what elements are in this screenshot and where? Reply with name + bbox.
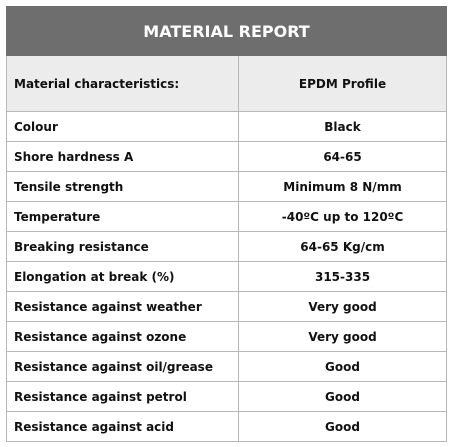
property-name: Colour [6, 111, 239, 142]
table-row: Shore hardness A 64-65 [6, 141, 448, 172]
property-name: Temperature [6, 201, 239, 232]
table-row: Resistance against weather Very good [6, 291, 448, 322]
table-body: Colour Black Shore hardness A 64-65 Tensile … [6, 111, 448, 442]
property-name: Resistance against oil/grease [6, 351, 239, 382]
property-name: Elongation at break (%) [6, 261, 239, 292]
material-table: MATERIAL REPORT Material characteristics… [5, 6, 448, 442]
table-row: Elongation at break (%) 315-335 [6, 261, 448, 292]
table-row: Temperature -40ºC up to 120ºC [6, 201, 448, 232]
column-header: Material characteristics: [6, 55, 239, 112]
table-row: Colour Black [6, 111, 448, 142]
table-row: Tensile strength Minimum 8 N/mm [6, 171, 448, 202]
property-value: Very good [237, 291, 448, 322]
table-title: MATERIAL REPORT [5, 6, 448, 56]
property-value: Good [237, 381, 448, 412]
column-header: EPDM Profile [237, 55, 448, 112]
property-value: Very good [237, 321, 448, 352]
property-name: Shore hardness A [6, 141, 239, 172]
table-row: Resistance against oil/grease Good [6, 351, 448, 382]
property-name: Resistance against acid [6, 411, 239, 442]
property-name: Resistance against petrol [6, 381, 239, 412]
property-name: Resistance against ozone [6, 321, 239, 352]
property-value: 64-65 [237, 141, 448, 172]
property-name: Tensile strength [6, 171, 239, 202]
property-name: Resistance against weather [6, 291, 239, 322]
table-row: Resistance against acid Good [6, 411, 448, 442]
property-value: -40ºC up to 120ºC [237, 201, 448, 232]
property-value: Minimum 8 N/mm [237, 171, 448, 202]
table-row: Resistance against petrol Good [6, 381, 448, 412]
table-row: Resistance against ozone Very good [6, 321, 448, 352]
property-value: Good [237, 351, 448, 382]
property-name: Breaking resistance [6, 231, 239, 262]
property-value: Good [237, 411, 448, 442]
property-value: 315-335 [237, 261, 448, 292]
property-value: Black [237, 111, 448, 142]
table-row: Breaking resistance 64-65 Kg/cm [6, 231, 448, 262]
property-value: 64-65 Kg/cm [237, 231, 448, 262]
